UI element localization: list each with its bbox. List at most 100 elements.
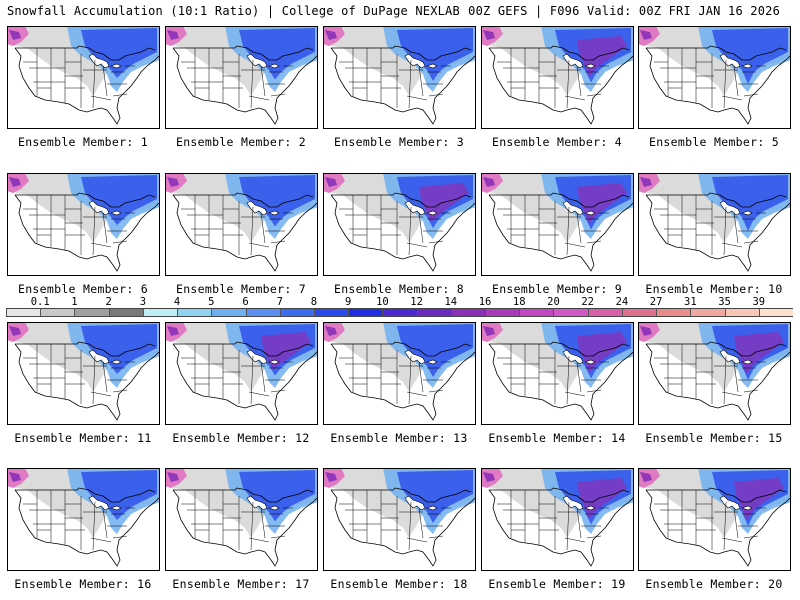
ensemble-map-panel [165, 26, 318, 129]
colorbar-tick-label: 1 [71, 296, 78, 308]
colorbar-swatch [450, 309, 486, 316]
colorbar-swatch [416, 309, 451, 316]
colorbar-tick-label: 9 [345, 296, 352, 308]
colorbar-swatch [142, 309, 178, 316]
ensemble-map-panel [481, 173, 634, 276]
snowfall-map [481, 26, 634, 129]
ensemble-member-label: Ensemble Member: 8 [333, 282, 465, 296]
ensemble-member-label: Ensemble Member: 15 [645, 431, 783, 445]
colorbar-tick-label: 31 [684, 296, 697, 308]
snowfall-map [638, 26, 791, 129]
ensemble-member-label: Ensemble Member: 7 [175, 282, 307, 296]
colorbar-swatch [348, 309, 383, 316]
colorbar-tick-label: 39 [752, 296, 766, 308]
ensemble-map-panel [7, 322, 160, 425]
ensemble-member-label: Ensemble Member: 6 [17, 282, 149, 296]
colorbar-swatch [519, 309, 554, 316]
snowfall-map [165, 26, 318, 129]
ensemble-member-label: Ensemble Member: 16 [14, 577, 152, 591]
map-title: Snowfall Accumulation (10:1 Ratio) | Col… [7, 4, 460, 18]
ensemble-member-label: Ensemble Member: 5 [648, 135, 780, 149]
model-valid-time: 00Z GEFS | F096 Valid: 00Z FRI JAN 16 20… [468, 4, 780, 18]
ensemble-member-label: Ensemble Member: 10 [645, 282, 783, 296]
ensemble-member-label: Ensemble Member: 3 [333, 135, 465, 149]
ensemble-member-label: Ensemble Member: 13 [330, 431, 468, 445]
ensemble-map-panel [481, 468, 634, 571]
colorbar-tick-label: 18 [512, 296, 526, 308]
colorbar-tick-label: 0.1 [30, 296, 50, 308]
colorbar-tick-label: 12 [410, 296, 423, 308]
colorbar-swatch [211, 309, 246, 316]
snowfall-map [7, 468, 160, 571]
colorbar-tick-label: 20 [547, 296, 560, 308]
snowfall-map [481, 173, 634, 276]
ensemble-map-panel [165, 468, 318, 571]
colorbar-tick-label: 16 [478, 296, 492, 308]
ensemble-map-panel [7, 173, 160, 276]
ensemble-member-label: Ensemble Member: 4 [491, 135, 623, 149]
ensemble-map-panel [481, 26, 634, 129]
colorbar-tick-label: 14 [444, 296, 458, 308]
colorbar-swatch [74, 309, 109, 316]
ensemble-map-panel [7, 26, 160, 129]
colorbar-swatch [279, 309, 314, 316]
colorbar-tick-label: 7 [276, 296, 283, 308]
colorbar-swatch [382, 309, 417, 316]
snowfall-map [7, 322, 160, 425]
colorbar-tick-label: 24 [615, 296, 629, 308]
ensemble-map-panel [323, 468, 476, 571]
ensemble-member-label: Ensemble Member: 12 [172, 431, 310, 445]
ensemble-member-label: Ensemble Member: 2 [175, 135, 307, 149]
colorbar-swatch [313, 309, 349, 316]
colorbar-swatch [587, 309, 622, 316]
snowfall-map [638, 173, 791, 276]
colorbar-swatch [40, 309, 75, 316]
colorbar-swatch [6, 309, 41, 316]
snowfall-map [323, 173, 476, 276]
ensemble-map-panel [165, 173, 318, 276]
ensemble-map-panel [323, 173, 476, 276]
ensemble-member-label: Ensemble Member: 20 [645, 577, 783, 591]
colorbar-swatch [621, 309, 657, 316]
colorbar-tick-label: 6 [242, 296, 249, 308]
snowfall-map [481, 322, 634, 425]
colorbar-swatch [553, 309, 588, 316]
snowfall-map [7, 173, 160, 276]
ensemble-map-panel [323, 26, 476, 129]
ensemble-member-label: Ensemble Member: 17 [172, 577, 310, 591]
ensemble-map-panel [638, 468, 791, 571]
colorbar-tick-label: 10 [376, 296, 389, 308]
ensemble-map-panel [323, 322, 476, 425]
snowfall-map [638, 468, 791, 571]
colorbar-swatch [758, 309, 793, 316]
ensemble-map-panel [7, 468, 160, 571]
snowfall-map [165, 173, 318, 276]
ensemble-member-label: Ensemble Member: 19 [488, 577, 626, 591]
colorbar-swatch [177, 309, 212, 316]
snowfall-map [7, 26, 160, 129]
snowfall-map [165, 322, 318, 425]
colorbar-swatch [108, 309, 143, 316]
snowfall-map [481, 468, 634, 571]
ensemble-member-label: Ensemble Member: 11 [14, 431, 152, 445]
snowfall-map [638, 322, 791, 425]
snowfall-map [323, 468, 476, 571]
ensemble-map-panel [638, 173, 791, 276]
colorbar-tick-label: 3 [139, 296, 147, 308]
colorbar-swatch [245, 309, 280, 316]
ensemble-map-panel [481, 322, 634, 425]
ensemble-map-panel [638, 26, 791, 129]
ensemble-map-panel [638, 322, 791, 425]
colorbar-swatch [724, 309, 759, 316]
colorbar-tick-label: 27 [649, 296, 663, 308]
colorbar-tick-label: 35 [718, 296, 731, 308]
colorbar-tick-label: 4 [173, 296, 181, 308]
ensemble-member-label: Ensemble Member: 18 [330, 577, 468, 591]
ensemble-member-label: Ensemble Member: 9 [491, 282, 623, 296]
colorbar-swatch [656, 309, 691, 316]
snowfall-map [165, 468, 318, 571]
colorbar-tick-label: 2 [105, 296, 112, 308]
colorbar-tick-label: 8 [310, 296, 318, 308]
ensemble-member-label: Ensemble Member: 14 [488, 431, 626, 445]
colorbar-swatch [485, 309, 520, 316]
